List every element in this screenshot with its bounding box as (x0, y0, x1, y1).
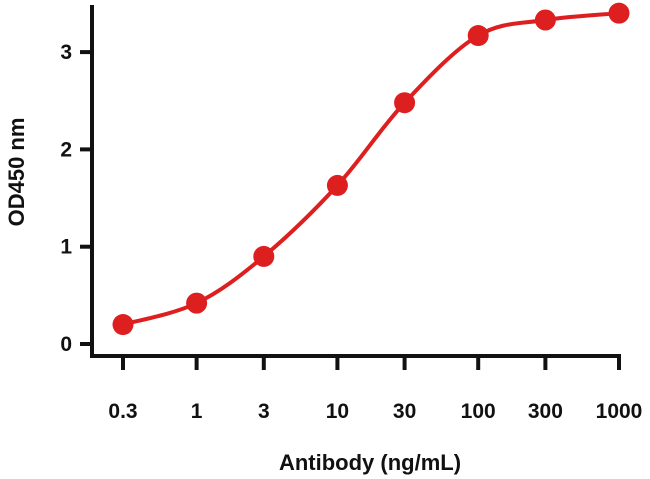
x-tick-label: 300 (528, 400, 563, 423)
fit-curve (121, 11, 621, 327)
y-tick-label: 1 (60, 236, 72, 259)
data-points (112, 2, 630, 336)
x-axis-title: Antibody (ng/mL) (279, 450, 461, 475)
x-tick-label: 100 (461, 400, 496, 423)
data-point (326, 174, 348, 196)
y-axis-ticks: 0 1 2 3 (60, 41, 92, 356)
x-tick-label: 1000 (596, 400, 643, 423)
plot-area: 0 1 2 3 0.3 1 3 10 30 100 300 1000 (60, 2, 642, 423)
data-point (186, 292, 208, 314)
x-tick-label: 10 (326, 400, 349, 423)
x-tick-label: 3 (258, 400, 270, 423)
y-tick-label: 0 (60, 333, 72, 356)
data-point (467, 25, 489, 47)
data-point (534, 9, 556, 31)
x-tick-label: 0.3 (108, 400, 137, 423)
x-tick-label: 1 (191, 400, 203, 423)
data-point (112, 314, 134, 336)
data-point (253, 245, 275, 267)
x-axis-ticks: 0.3 1 3 10 30 100 300 1000 (108, 356, 642, 423)
y-axis-title: OD450 nm (4, 118, 29, 227)
y-tick-label: 2 (60, 138, 72, 161)
data-point (608, 2, 630, 24)
y-tick-label: 3 (60, 41, 72, 64)
x-tick-label: 30 (393, 400, 416, 423)
data-point (394, 92, 416, 114)
